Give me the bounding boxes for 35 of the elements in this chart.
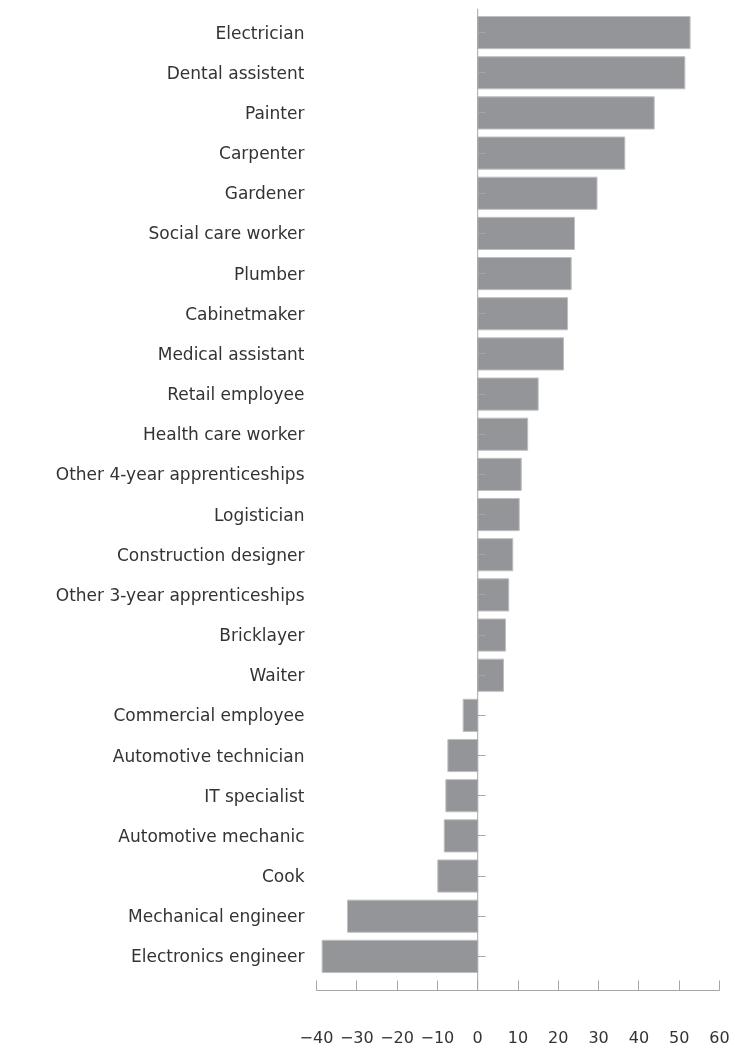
- y-tick-label: IT specialist: [204, 785, 305, 806]
- y-tick-label: Cabinetmaker: [185, 303, 305, 324]
- y-tick-label: Construction designer: [117, 544, 305, 565]
- y-tick-label: Other 3-year apprenticeships: [55, 584, 305, 605]
- x-tick-label: 10: [507, 1027, 529, 1047]
- x-tick-label: −10: [420, 1027, 455, 1047]
- x-tick-label: −30: [339, 1027, 374, 1047]
- y-tick-label: Logistician: [213, 504, 305, 525]
- y-tick-label: Commercial employee: [113, 705, 305, 726]
- y-tick-label: Carpenter: [219, 143, 305, 164]
- x-tick-label: −20: [380, 1027, 414, 1047]
- x-tick-label: 40: [628, 1027, 650, 1047]
- y-tick-label: Retail employee: [167, 384, 305, 405]
- y-tick-label: Cook: [261, 866, 305, 887]
- y-tick-label: Bricklayer: [219, 625, 305, 646]
- y-tick-label: Gardener: [224, 183, 305, 204]
- y-tick-label: Dental assistent: [166, 62, 305, 83]
- y-tick-label: Health care worker: [143, 424, 305, 445]
- y-tick-label: Medical assistant: [157, 343, 305, 364]
- y-tick-label: Social care worker: [148, 223, 305, 244]
- y-tick-label: Plumber: [233, 263, 305, 284]
- y-tick-label: Automotive mechanic: [118, 825, 305, 846]
- y-tick-label: Other 4-year apprenticeships: [55, 464, 305, 485]
- y-tick-label: Electronics engineer: [131, 946, 305, 967]
- y-tick-label: Automotive technician: [112, 745, 305, 766]
- y-tick-label: Mechanical engineer: [128, 906, 305, 927]
- x-tick-label: 30: [588, 1027, 609, 1047]
- x-tick-label: 20: [548, 1027, 569, 1047]
- x-tick-label: 60: [709, 1027, 730, 1047]
- y-tick-label: Painter: [244, 102, 305, 123]
- y-tick-label: Electrician: [215, 22, 305, 43]
- x-tick-label: 50: [669, 1027, 690, 1047]
- x-tick-label: 0: [472, 1027, 483, 1047]
- x-tick-label: −40: [299, 1027, 334, 1047]
- y-tick-label: Waiter: [249, 665, 305, 686]
